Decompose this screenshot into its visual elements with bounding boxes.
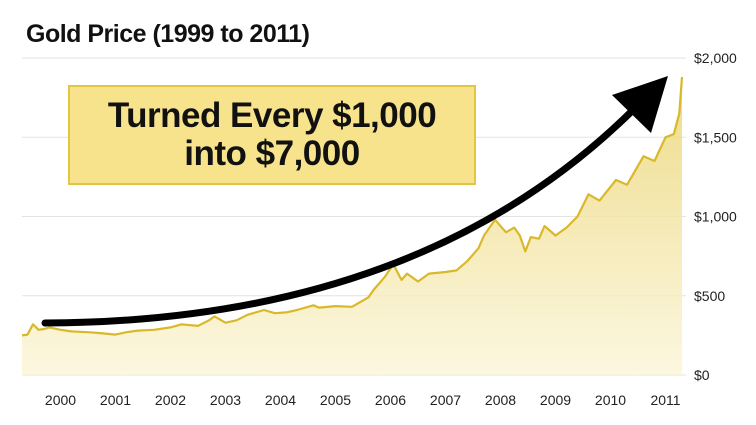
chart-title: Gold Price (1999 to 2011)	[26, 20, 310, 48]
callout-line-2: into $7,000	[184, 134, 360, 173]
y-tick-label: $1,000	[694, 209, 737, 225]
x-tick-label: 2009	[540, 392, 571, 408]
x-tick-label: 2000	[45, 392, 76, 408]
x-tick-label: 2006	[375, 392, 406, 408]
trend-arrow-head	[612, 76, 668, 133]
x-tick-label: 2011	[650, 392, 680, 408]
y-tick-label: $2,000	[694, 50, 737, 66]
callout-line-1: Turned Every $1,000	[107, 96, 437, 135]
y-tick-label: $500	[694, 288, 725, 304]
x-tick-label: 2005	[320, 392, 351, 408]
x-tick-label: 2008	[485, 392, 516, 408]
callout-box: Turned Every $1,000 into $7,000	[68, 85, 476, 185]
x-tick-label: 2003	[210, 392, 241, 408]
price-line	[21, 76, 684, 337]
x-tick-label: 2010	[595, 392, 626, 408]
trend-arrow-shaft	[41, 104, 639, 327]
y-tick-label: $1,500	[694, 129, 737, 145]
x-tick-label: 2004	[265, 392, 296, 408]
x-tick-label: 2002	[155, 392, 186, 408]
price-area	[22, 77, 682, 375]
x-tick-label: 2001	[100, 392, 131, 408]
x-tick-label: 2007	[430, 392, 461, 408]
y-tick-label: $0	[694, 367, 710, 383]
